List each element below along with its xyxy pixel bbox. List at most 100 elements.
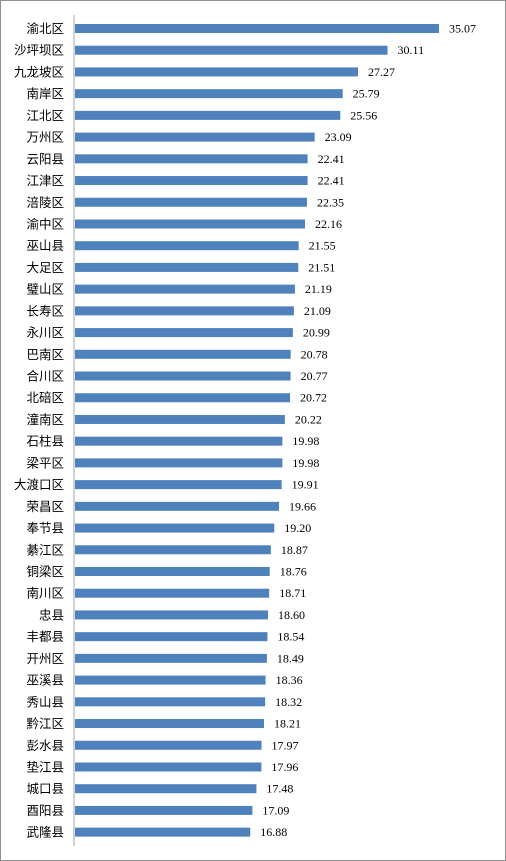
bar bbox=[75, 480, 282, 490]
bar bbox=[75, 719, 265, 729]
category-label: 北碚区 bbox=[26, 390, 64, 405]
category-label: 梁平区 bbox=[26, 455, 64, 470]
category-label: 彭水县 bbox=[26, 738, 64, 753]
bar bbox=[75, 197, 307, 207]
category-labels-group: 渝北区沙坪坝区九龙坡区南岸区江北区万州区云阳县江津区涪陵区渝中区巫山县大足区璧山… bbox=[14, 21, 64, 840]
category-label: 开州区 bbox=[26, 651, 64, 666]
category-label: 黔江区 bbox=[26, 716, 64, 731]
bar bbox=[75, 436, 283, 446]
value-label: 20.78 bbox=[301, 347, 328, 361]
value-label: 18.87 bbox=[281, 543, 308, 557]
category-label: 綦江区 bbox=[26, 542, 64, 557]
category-label: 秀山县 bbox=[26, 694, 64, 709]
value-label: 18.21 bbox=[274, 717, 301, 731]
bar bbox=[75, 610, 269, 620]
category-label: 武隆县 bbox=[26, 825, 64, 840]
value-label: 20.22 bbox=[295, 412, 322, 426]
value-label: 17.48 bbox=[266, 782, 293, 796]
bar bbox=[75, 632, 268, 642]
category-label: 璧山区 bbox=[26, 282, 64, 297]
category-label: 江津区 bbox=[26, 173, 64, 188]
category-label: 巴南区 bbox=[26, 347, 64, 362]
bar bbox=[75, 241, 299, 251]
category-label: 大足区 bbox=[26, 260, 64, 275]
category-label: 奉节县 bbox=[26, 521, 64, 536]
category-label: 沙坪坝区 bbox=[14, 43, 64, 58]
bar bbox=[75, 154, 308, 164]
bar bbox=[75, 588, 270, 598]
value-label: 21.51 bbox=[308, 260, 335, 274]
bar bbox=[75, 176, 308, 186]
value-label: 19.98 bbox=[292, 456, 319, 470]
value-label: 22.41 bbox=[318, 174, 345, 188]
bar bbox=[75, 784, 257, 794]
value-label: 27.27 bbox=[368, 65, 395, 79]
category-label: 荣昌区 bbox=[26, 499, 64, 514]
value-label: 18.76 bbox=[280, 565, 307, 579]
category-label: 城口县 bbox=[26, 781, 64, 796]
category-label: 江北区 bbox=[26, 108, 64, 123]
category-label: 长寿区 bbox=[26, 303, 64, 318]
value-label: 21.09 bbox=[304, 304, 331, 318]
value-label: 19.98 bbox=[292, 434, 319, 448]
bar bbox=[75, 805, 253, 815]
bar bbox=[75, 284, 295, 294]
bar bbox=[75, 262, 299, 272]
value-label: 25.79 bbox=[353, 87, 380, 101]
value-label: 30.11 bbox=[398, 43, 425, 57]
value-label: 18.49 bbox=[277, 651, 304, 665]
category-label: 南川区 bbox=[26, 586, 64, 601]
value-label: 18.36 bbox=[276, 673, 303, 687]
value-label: 20.72 bbox=[300, 391, 327, 405]
value-label: 21.19 bbox=[305, 282, 332, 296]
bar bbox=[75, 219, 306, 229]
bar bbox=[75, 24, 439, 33]
category-label: 酉阳县 bbox=[26, 803, 64, 818]
value-label: 35.07 bbox=[449, 22, 476, 36]
category-label: 涪陵区 bbox=[26, 195, 64, 210]
category-label: 合川区 bbox=[26, 369, 64, 384]
value-label: 17.97 bbox=[272, 738, 299, 752]
value-label: 21.55 bbox=[309, 239, 336, 253]
category-label: 渝中区 bbox=[26, 216, 64, 231]
value-label: 18.71 bbox=[279, 586, 306, 600]
value-label: 22.16 bbox=[315, 217, 342, 231]
bar bbox=[75, 827, 251, 837]
bar bbox=[75, 545, 271, 555]
bar bbox=[75, 132, 315, 142]
bar bbox=[75, 45, 388, 55]
category-label: 九龙坡区 bbox=[14, 64, 64, 79]
value-label: 19.91 bbox=[292, 478, 319, 492]
bar bbox=[75, 458, 283, 468]
bar bbox=[75, 67, 359, 77]
value-label: 18.54 bbox=[277, 630, 304, 644]
value-label: 20.77 bbox=[301, 369, 328, 383]
value-label: 22.35 bbox=[317, 195, 344, 209]
bars-group bbox=[75, 24, 439, 837]
value-label: 18.32 bbox=[275, 695, 302, 709]
bar bbox=[75, 371, 291, 381]
bar bbox=[75, 306, 294, 316]
category-label: 万州区 bbox=[26, 130, 64, 145]
bar bbox=[75, 501, 280, 511]
value-label: 22.41 bbox=[318, 152, 345, 166]
category-label: 巫溪县 bbox=[26, 673, 64, 688]
category-label: 潼南区 bbox=[26, 412, 64, 427]
category-label: 南岸区 bbox=[26, 86, 64, 101]
value-label: 19.20 bbox=[284, 521, 311, 535]
value-label: 20.99 bbox=[303, 326, 330, 340]
bar bbox=[75, 697, 266, 707]
category-label: 丰都县 bbox=[26, 629, 64, 644]
category-label: 大渡口区 bbox=[14, 477, 64, 492]
bar bbox=[75, 675, 266, 685]
category-label: 云阳县 bbox=[26, 151, 64, 166]
bar bbox=[75, 393, 291, 403]
bar bbox=[75, 523, 275, 533]
category-label: 渝北区 bbox=[26, 21, 64, 36]
value-label: 25.56 bbox=[350, 108, 377, 122]
category-label: 铜梁区 bbox=[26, 564, 64, 579]
value-label: 16.88 bbox=[260, 825, 287, 839]
value-label: 17.96 bbox=[271, 760, 298, 774]
